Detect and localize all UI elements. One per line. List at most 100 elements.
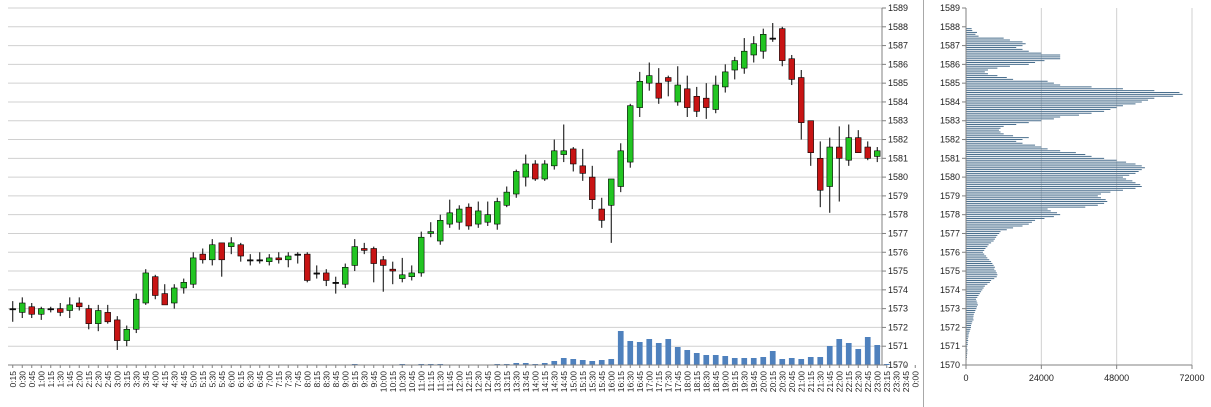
volume-bar	[589, 361, 596, 365]
time-tick-label: 8:15	[312, 371, 322, 388]
time-tick-label: 19:30	[739, 371, 749, 393]
time-tick-label: 8:45	[331, 371, 341, 388]
volume-bar	[579, 360, 586, 365]
volume-bar	[826, 346, 833, 365]
time-tick-label: 23:00	[872, 371, 882, 393]
volume-bar	[513, 363, 520, 365]
volume-bar	[703, 355, 710, 365]
time-tick-label: 14:00	[530, 371, 540, 393]
candle-body	[617, 150, 624, 187]
profile-price-tick-label: 1578	[940, 210, 960, 220]
candle-body	[513, 171, 520, 195]
price-tick-label: 1572	[888, 322, 908, 332]
candles	[9, 23, 881, 350]
price-tick-label: 1576	[888, 247, 908, 257]
candle-body	[247, 259, 254, 262]
profile-price-tick-label: 1588	[940, 22, 960, 32]
volume-bar	[674, 347, 681, 365]
time-tick-label: 15:00	[568, 371, 578, 393]
candle-body	[133, 298, 140, 330]
volume-bar	[769, 351, 776, 365]
time-tick-label: 21:45	[825, 371, 835, 393]
volume-bar	[779, 359, 786, 365]
candle-body	[152, 276, 159, 296]
time-tick-label: 7:15	[274, 371, 284, 388]
candle-body	[304, 253, 311, 281]
time-tick-label: 21:00	[796, 371, 806, 393]
candle-body	[237, 244, 244, 257]
volume-bar	[608, 359, 615, 365]
time-tick-label: 9:45	[369, 371, 379, 388]
price-tick-label: 1575	[888, 266, 908, 276]
volume-tick-label: 48000	[1104, 373, 1129, 383]
time-tick-label: 8:30	[321, 371, 331, 388]
volume-bar	[760, 357, 767, 365]
time-tick-label: 15:45	[597, 371, 607, 393]
price-tick-label: 1578	[888, 210, 908, 220]
time-tick-label: 7:30	[283, 371, 293, 388]
panel-divider	[923, 0, 924, 407]
volume-profile-chart: 1570 1571 1572 1573 1574 1575 1576 1577 1578 1579…	[940, 3, 1205, 383]
volume-bar	[750, 358, 757, 365]
price-tick-label: 1573	[888, 304, 908, 314]
candle-body	[47, 308, 54, 311]
profile-price-tick-label: 1573	[940, 304, 960, 314]
price-tick-label: 1581	[888, 153, 908, 163]
time-tick-label: 13:30	[511, 371, 521, 393]
time-tick-label: 5:15	[198, 371, 208, 388]
time-tick-label: 16:00	[606, 371, 616, 393]
candle-body	[114, 319, 121, 341]
volume-bar	[665, 339, 672, 365]
candle-body	[323, 272, 330, 281]
candle-body	[570, 148, 577, 165]
profile-price-tick-label: 1572	[940, 322, 960, 332]
candle-body	[342, 266, 349, 285]
candle-body	[532, 163, 539, 180]
candle-body	[665, 77, 672, 82]
time-tick-label: 6:15	[236, 371, 246, 388]
candle-body	[684, 88, 691, 108]
time-tick-label: 19:15	[730, 371, 740, 393]
volume-bar	[693, 353, 700, 365]
time-tick-label: 11:45	[445, 371, 455, 392]
time-tick-label: 9:00	[340, 371, 350, 388]
candle-body	[418, 236, 425, 274]
time-tick-label: 20:15	[768, 371, 778, 393]
candle-body	[285, 255, 292, 261]
time-tick-label: 20:00	[758, 371, 768, 393]
time-tick-label: 1:00	[36, 371, 46, 388]
time-tick-label: 0:30	[17, 371, 27, 388]
time-tick-label: 12:15	[464, 371, 474, 393]
profile-price-tick-label: 1584	[940, 97, 960, 107]
volume-bar	[807, 357, 814, 365]
time-tick-label: 12:45	[483, 371, 493, 393]
time-tick-label: 7:45	[293, 371, 303, 388]
profile-price-tick-label: 1575	[940, 266, 960, 276]
volume-bar	[560, 358, 567, 365]
volume-bars	[351, 331, 890, 365]
profile-price-tick-label: 1580	[940, 172, 960, 182]
profile-price-tick-label: 1577	[940, 228, 960, 238]
time-tick-label: 11:30	[435, 371, 445, 392]
candle-body	[693, 96, 700, 112]
time-tick-label: 13:00	[492, 371, 502, 393]
profile-price-tick-label: 1586	[940, 59, 960, 69]
volume-bar	[646, 339, 653, 365]
candle-body	[171, 287, 178, 304]
volume-bar	[712, 355, 719, 365]
profile-price-tick-label: 1585	[940, 78, 960, 88]
candle-body	[19, 302, 26, 313]
candle-body	[551, 150, 558, 167]
price-tick-label: 1571	[888, 341, 908, 351]
price-tick-label: 1585	[888, 78, 908, 88]
candle-body	[57, 308, 64, 313]
time-tick-label: 10:00	[378, 371, 388, 393]
time-tick-label: 11:15	[426, 371, 436, 392]
candlestick-chart: 1570 1571 1572 1573 1574 1575 1576 1577 1578 1579…	[8, 3, 921, 393]
candle-body	[788, 58, 795, 80]
time-tick-label: 22:00	[834, 371, 844, 393]
time-tick-label: 1:30	[55, 371, 65, 388]
volume-bar	[636, 342, 643, 365]
candle-body	[750, 43, 757, 56]
time-tick-label: 0:15	[8, 371, 18, 388]
